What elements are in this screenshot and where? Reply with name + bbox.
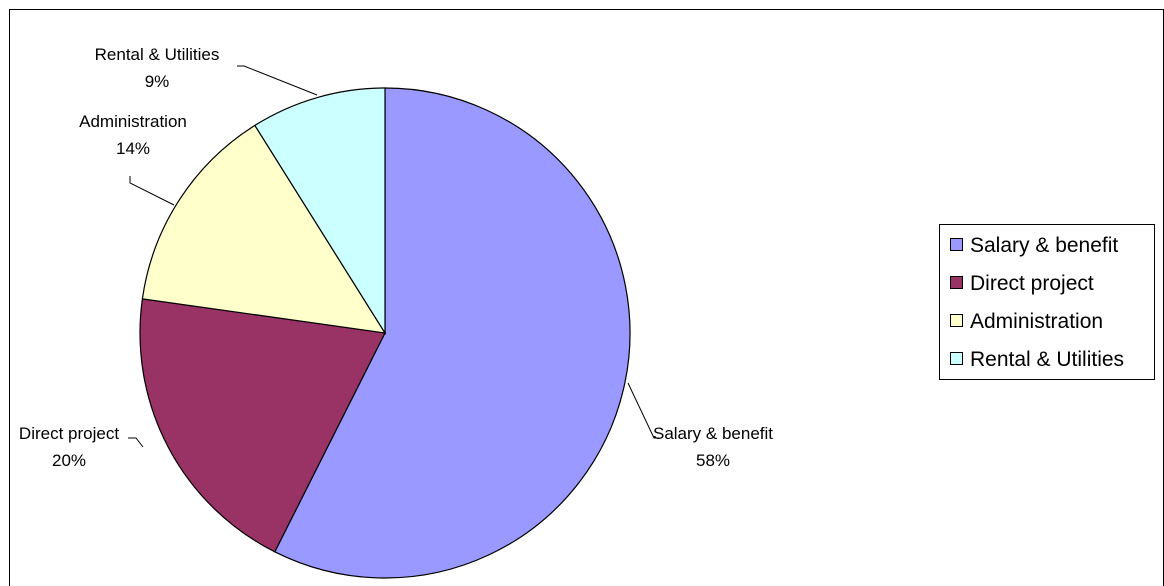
- legend-swatch-salary-benefit: [950, 238, 963, 251]
- pie-slice-direct-project: [139, 298, 386, 553]
- leader-lines: [128, 65, 659, 448]
- leader-line-direct-project: [128, 437, 144, 448]
- slice-label-percent: 58%: [696, 451, 730, 470]
- pie-slice-administration: [141, 124, 387, 334]
- legend-label-administration: Administration: [970, 310, 1103, 333]
- legend-label-salary-benefit: Salary & benefit: [970, 234, 1118, 257]
- slice-label-name: Rental & Utilities: [95, 45, 220, 64]
- slice-label-direct-project: Direct project 20%: [19, 424, 119, 470]
- legend-box: [939, 224, 1155, 380]
- slice-label-rental-utilities: Rental & Utilities 9%: [95, 45, 220, 91]
- leader-line-rental-utilities: [237, 65, 318, 96]
- legend-label-rental-utilities: Rental & Utilities: [970, 348, 1124, 371]
- pie-slices: [139, 87, 631, 579]
- slice-label-name: Salary & benefit: [653, 424, 773, 443]
- leader-line-administration: [129, 176, 175, 206]
- pie-slice-salary-benefit: [273, 87, 631, 579]
- legend-swatch-administration: [950, 314, 963, 327]
- leader-line-salary-benefit: [627, 382, 659, 439]
- legend-swatch-direct-project: [950, 276, 963, 289]
- pie-slice-rental-utilities: [254, 87, 386, 336]
- slice-label-salary-benefit: Salary & benefit 58%: [653, 424, 773, 470]
- slice-label-percent: 9%: [145, 72, 170, 91]
- slice-label-name: Administration: [79, 112, 187, 131]
- legend: Salary & benefit Direct project Administ…: [939, 224, 1155, 380]
- slice-label-administration: Administration 14%: [79, 112, 187, 158]
- legend-label-direct-project: Direct project: [970, 272, 1094, 295]
- slice-label-percent: 14%: [116, 139, 150, 158]
- legend-swatch-rental-utilities: [950, 352, 963, 365]
- slice-label-name: Direct project: [19, 424, 119, 443]
- slice-label-percent: 20%: [52, 451, 86, 470]
